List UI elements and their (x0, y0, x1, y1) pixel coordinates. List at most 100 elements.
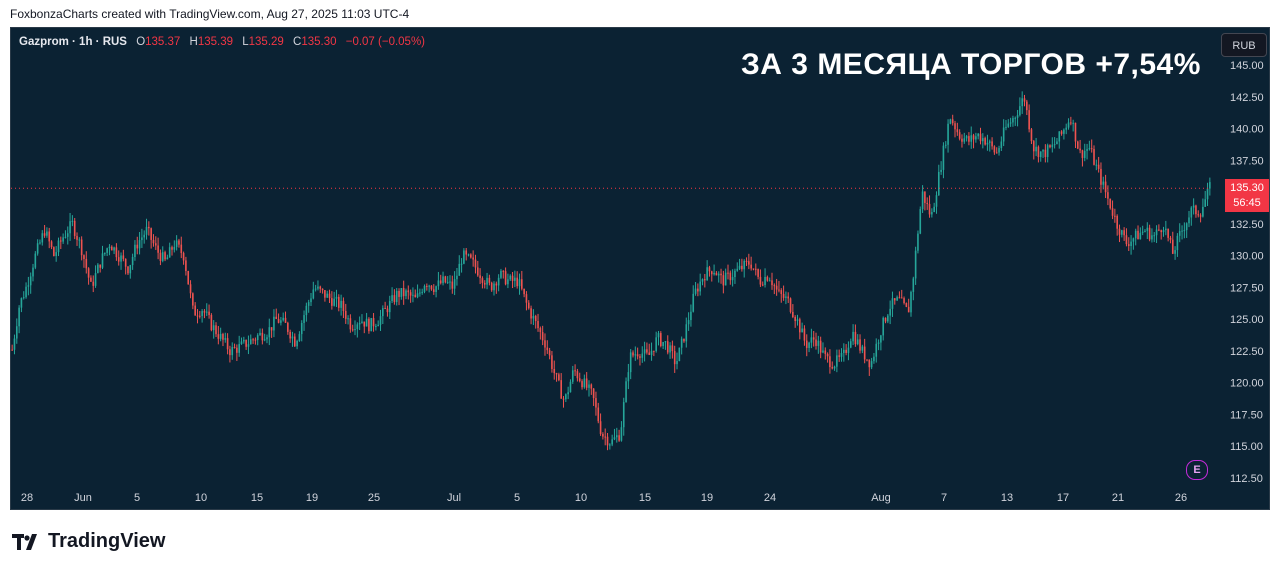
candle-body (555, 373, 558, 375)
candle-body (775, 285, 778, 290)
candle-body (1097, 164, 1100, 169)
candle-body (1195, 205, 1197, 215)
candle-body (801, 328, 803, 333)
candle-body (998, 148, 1000, 153)
candle-body (995, 152, 998, 154)
candle-body (666, 341, 669, 353)
price-tick-label: 130.00 (1230, 251, 1264, 263)
candle-body (53, 247, 55, 257)
candle-body (588, 384, 590, 388)
candle-body (1053, 144, 1056, 146)
candle-body (986, 142, 989, 145)
candle-body (1049, 145, 1051, 148)
candle-body (1192, 205, 1195, 208)
candle-body (843, 349, 845, 353)
candle-body (215, 325, 217, 335)
candle-body (634, 354, 637, 356)
candle-body (229, 349, 231, 356)
candle-body (66, 233, 69, 237)
candle-body (245, 339, 247, 347)
candle-body (391, 295, 393, 301)
candle-body (1046, 145, 1049, 157)
candle-body (1002, 127, 1005, 142)
candle-body (379, 316, 382, 325)
candle-body (41, 233, 44, 243)
candle-body (847, 347, 850, 353)
candle-body (1074, 122, 1077, 142)
candle-body (136, 244, 139, 249)
candle-body (1141, 231, 1144, 233)
candle-body (1114, 215, 1116, 217)
candle-body (1204, 199, 1207, 207)
candle-body (268, 327, 271, 338)
candle-body (1012, 118, 1014, 123)
candle-body (1197, 214, 1200, 216)
candle-body (532, 316, 535, 319)
candle-body (198, 315, 201, 317)
candle-body (1137, 230, 1139, 240)
candle-body (236, 347, 238, 353)
time-tick-label: 19 (701, 492, 713, 504)
candle-body (303, 315, 305, 323)
candle-body (196, 315, 199, 317)
candle-body (495, 283, 498, 286)
candle-body (48, 231, 51, 242)
candle-body (62, 237, 64, 242)
candle-body (965, 136, 968, 139)
time-axis: 28 Jun 5 10 15 19 25 Jul 5 10 15 19 24 Aug 7 13 17 21 26 (21, 492, 1187, 504)
candle-body (370, 318, 373, 332)
earnings-event-badge[interactable]: E (1186, 460, 1208, 480)
candle-body (1118, 228, 1121, 235)
candle-body (708, 267, 711, 272)
time-tick-label: 15 (251, 492, 263, 504)
candle-body (435, 286, 437, 292)
candle-body (439, 280, 442, 284)
candle-body (1158, 229, 1160, 231)
candle-body (419, 292, 421, 294)
candle-body (805, 340, 808, 348)
candle-body (944, 144, 947, 146)
candle-body (1148, 227, 1151, 240)
candle-body (474, 259, 477, 268)
candle-body (585, 378, 588, 388)
candle-body (1178, 231, 1181, 236)
candle-body (768, 280, 771, 282)
candle-body (761, 284, 764, 286)
candle-body (951, 119, 954, 124)
candle-body (884, 317, 887, 322)
chart-area[interactable]: 145.00142.50140.00137.50135.00132.50130.… (10, 27, 1270, 510)
candle-body (405, 290, 407, 297)
high-label: H (189, 36, 198, 48)
candle-body (493, 283, 495, 291)
candlestick-chart[interactable]: 145.00142.50140.00137.50135.00132.50130.… (11, 28, 1269, 509)
candle-body (576, 371, 579, 379)
candle-body (270, 327, 273, 331)
candle-body (942, 145, 945, 170)
candle-body (337, 296, 340, 308)
candle-body (1076, 141, 1079, 149)
candle-body (1023, 98, 1026, 102)
candle-body (991, 141, 993, 147)
candle-body (314, 288, 317, 290)
candle-body (859, 339, 861, 351)
tradingview-logo[interactable]: TradingView (12, 530, 165, 553)
currency-button[interactable]: RUB (1221, 33, 1267, 57)
candle-body (99, 264, 101, 268)
candle-body (838, 355, 840, 357)
candle-body (50, 241, 53, 248)
candle-body (354, 329, 356, 331)
candle-body (154, 243, 157, 246)
candle-body (671, 345, 674, 352)
candle-body (143, 234, 146, 238)
candle-body (275, 316, 278, 319)
candle-body (504, 271, 507, 285)
candle-body (175, 240, 178, 247)
candle-body (803, 328, 806, 341)
candle-body (1188, 217, 1190, 224)
candle-body (757, 269, 759, 277)
candle-body (1081, 150, 1084, 158)
candle-body (717, 273, 720, 276)
candle-body (845, 349, 847, 353)
candle-body (217, 334, 220, 339)
symbol-label[interactable]: Gazprom · 1h · RUS (19, 36, 127, 48)
